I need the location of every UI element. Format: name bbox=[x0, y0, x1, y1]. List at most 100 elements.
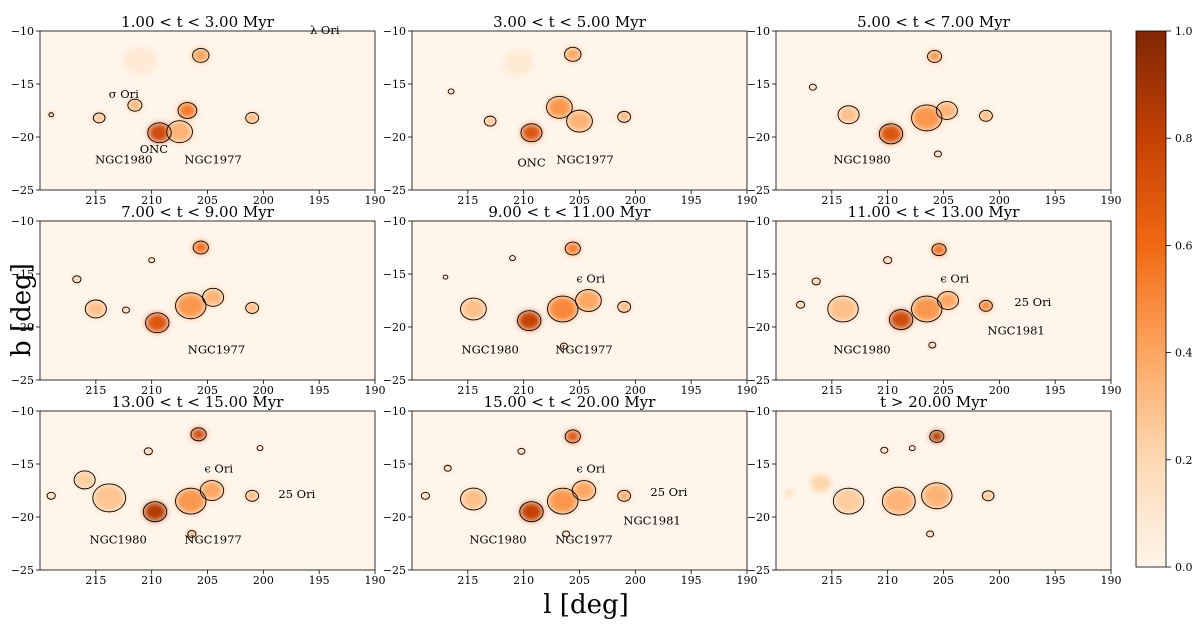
density-blob bbox=[565, 430, 581, 443]
region-label: ONC bbox=[140, 142, 168, 156]
contour-line bbox=[979, 109, 993, 122]
x-tick-label: 200 bbox=[989, 574, 1010, 587]
density-blob bbox=[567, 110, 592, 132]
x-tick-label: 210 bbox=[141, 194, 162, 207]
y-tick-label: −10 bbox=[747, 215, 770, 228]
contour-line bbox=[617, 489, 632, 502]
y-tick-label: −15 bbox=[11, 78, 34, 91]
region-label: NGC1981 bbox=[987, 323, 1044, 337]
region-label: NGC1981 bbox=[623, 513, 680, 527]
contour-line bbox=[929, 430, 945, 443]
density-blob bbox=[785, 490, 794, 498]
contour-line bbox=[92, 112, 106, 124]
x-tick-label: 190 bbox=[1101, 574, 1122, 587]
density-map bbox=[809, 50, 993, 157]
y-tick-label: −20 bbox=[383, 321, 406, 334]
density-blob bbox=[187, 530, 196, 538]
panel-title: 1.00 < t < 3.00 Myr bbox=[121, 13, 275, 31]
x-tick-label: 200 bbox=[989, 194, 1010, 207]
x-tick-label: 190 bbox=[365, 384, 386, 397]
density-blob bbox=[828, 296, 858, 322]
density-blob bbox=[148, 257, 155, 263]
y-tick-label: −10 bbox=[747, 405, 770, 418]
x-tick-label: 195 bbox=[309, 384, 330, 397]
x-tick-label: 205 bbox=[933, 384, 954, 397]
density-blob bbox=[838, 106, 859, 124]
region-label: NGC1980 bbox=[833, 153, 890, 167]
contour-line bbox=[931, 243, 947, 257]
density-blob bbox=[932, 243, 946, 256]
density-blob bbox=[934, 151, 942, 157]
density-map bbox=[47, 428, 263, 538]
x-tick-label: 200 bbox=[625, 384, 646, 397]
x-tick-label: 205 bbox=[933, 574, 954, 587]
x-tick-label: 205 bbox=[197, 384, 218, 397]
contour-line bbox=[520, 123, 543, 143]
contour-line bbox=[911, 104, 943, 132]
y-tick-label: −10 bbox=[383, 25, 406, 38]
contour-line bbox=[202, 287, 225, 307]
density-blob bbox=[912, 105, 942, 131]
density-blob bbox=[560, 343, 568, 349]
density-blob bbox=[74, 471, 95, 489]
y-tick-label: −10 bbox=[383, 215, 406, 228]
contour-line bbox=[256, 445, 264, 452]
x-tick-label: 195 bbox=[681, 574, 702, 587]
panel-7: 13.00 < t < 15.00 Myr 215 210 205 200 195 190 −… bbox=[11, 393, 386, 587]
contour-line bbox=[192, 240, 209, 255]
x-tick-label: 190 bbox=[365, 194, 386, 207]
x-tick-label: 195 bbox=[1045, 194, 1066, 207]
region-label: NGC1980 bbox=[462, 343, 519, 357]
contour-line bbox=[927, 50, 943, 63]
region-label: 25 Ori bbox=[650, 485, 687, 499]
colorbar-tick-label: 1.0 bbox=[1175, 25, 1193, 38]
contour-line bbox=[832, 487, 865, 515]
contour-line bbox=[447, 88, 455, 95]
contour-line bbox=[92, 483, 127, 513]
density-blob bbox=[518, 448, 525, 455]
contour-line bbox=[199, 480, 225, 501]
y-tick-label: −15 bbox=[11, 268, 34, 281]
density-blob bbox=[200, 481, 224, 500]
colorbar: 0.0 0.2 0.4 0.6 0.8 1.0 bbox=[1135, 25, 1193, 574]
contour-line bbox=[46, 491, 56, 500]
contour-line bbox=[509, 255, 516, 262]
x-axis-label: l [deg] bbox=[543, 590, 629, 620]
contour-line bbox=[442, 274, 449, 280]
x-tick-label: 195 bbox=[681, 384, 702, 397]
density-map bbox=[448, 47, 631, 142]
density-blob bbox=[191, 428, 206, 441]
region-label: λ Ori bbox=[310, 23, 340, 37]
region-label: 25 Ori bbox=[278, 487, 315, 501]
y-tick-label: −15 bbox=[383, 78, 406, 91]
density-blob bbox=[548, 296, 578, 322]
density-blob bbox=[928, 342, 936, 348]
contour-line bbox=[935, 101, 958, 120]
density-blob bbox=[122, 307, 130, 313]
contour-line bbox=[245, 111, 260, 124]
contour-layer bbox=[442, 241, 632, 350]
colorbar-tick-label: 0.4 bbox=[1175, 347, 1193, 360]
density-map bbox=[443, 242, 631, 349]
contour-line bbox=[460, 297, 487, 321]
y-tick-label: −10 bbox=[11, 215, 34, 228]
region-label: ONC bbox=[517, 156, 545, 170]
x-tick-label: 200 bbox=[625, 194, 646, 207]
density-blob bbox=[796, 301, 805, 309]
region-label: NGC1977 bbox=[188, 343, 245, 357]
panel-title: t > 20.00 Myr bbox=[880, 393, 988, 411]
density-blob bbox=[889, 310, 913, 330]
contour-line bbox=[808, 83, 817, 91]
y-tick-label: −25 bbox=[747, 374, 770, 387]
colorbar-tick-label: 0.8 bbox=[1175, 132, 1193, 145]
x-tick-label: 210 bbox=[141, 384, 162, 397]
density-blob bbox=[547, 96, 572, 118]
density-blob bbox=[176, 488, 206, 514]
y-tick-label: −20 bbox=[383, 131, 406, 144]
panel-2: 3.00 < t < 5.00 Myr 215 210 205 200 195 190 −10… bbox=[383, 13, 758, 207]
contour-line bbox=[127, 98, 143, 112]
contour-line bbox=[84, 299, 107, 319]
contour-line bbox=[881, 486, 916, 516]
panel-grid: 1.00 < t < 3.00 Myr 215 210 205 200 195 190 −10… bbox=[11, 13, 1122, 587]
contour-line bbox=[566, 109, 593, 133]
